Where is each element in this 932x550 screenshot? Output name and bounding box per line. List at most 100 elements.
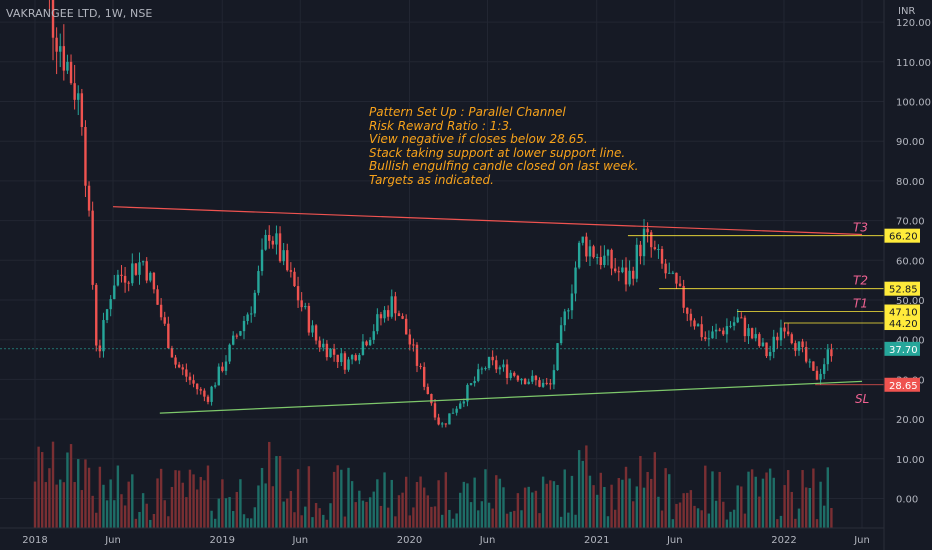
candle-body xyxy=(394,296,397,314)
candle-body xyxy=(336,354,339,363)
volume-bar xyxy=(224,498,228,528)
candle-body xyxy=(192,380,195,384)
candle-body xyxy=(754,334,757,339)
candle-body xyxy=(567,310,570,312)
volume-bar xyxy=(646,471,649,528)
volume-bar xyxy=(116,465,120,528)
candle-body xyxy=(678,283,682,286)
candle-body xyxy=(675,272,678,284)
candle-body xyxy=(556,343,559,371)
candle-body xyxy=(531,375,534,382)
candle-body xyxy=(635,244,639,279)
candle-body xyxy=(116,274,120,286)
volume-bar xyxy=(541,476,545,528)
volume-bar xyxy=(426,495,429,528)
candle-body xyxy=(69,61,73,84)
volume-bar xyxy=(743,513,747,528)
volume-bar xyxy=(120,494,123,528)
price-tick-label: 10.00 xyxy=(896,455,925,466)
candle-body xyxy=(444,423,448,425)
time-tick-label: 2019 xyxy=(210,535,235,546)
volume-bar xyxy=(221,479,224,528)
volume-bar xyxy=(761,478,765,528)
volume-bar xyxy=(484,469,487,528)
candle-body xyxy=(545,382,548,384)
volume-bar xyxy=(138,511,141,528)
candle-body xyxy=(549,383,552,385)
volume-bar xyxy=(159,468,163,528)
candle-body xyxy=(613,268,617,272)
volume-bar xyxy=(689,490,693,528)
price-tick-label: 70.00 xyxy=(896,217,925,228)
volume-bar xyxy=(358,490,361,528)
price-tick-label: 120.00 xyxy=(896,18,931,29)
candle-body xyxy=(599,257,602,266)
volume-bar xyxy=(437,480,440,528)
candle-body xyxy=(473,380,476,384)
candle-body xyxy=(408,334,411,345)
volume-bar xyxy=(206,465,210,528)
volume-bar xyxy=(95,512,98,528)
symbol-title: VAKRANGEE LTD, 1W, NSE xyxy=(6,7,153,20)
volume-bar xyxy=(98,466,102,528)
candle-body xyxy=(224,361,228,371)
candle-body xyxy=(293,271,296,287)
volume-bar xyxy=(635,486,639,528)
target-name-label: T2 xyxy=(853,274,868,288)
volume-bar xyxy=(797,508,801,528)
volume-bar xyxy=(376,479,379,528)
candle-body xyxy=(657,248,660,250)
candle-body xyxy=(289,270,293,272)
volume-bar xyxy=(657,496,660,528)
volume-bar xyxy=(394,516,397,528)
candle-body xyxy=(131,263,134,284)
volume-bar xyxy=(59,479,62,528)
volume-bar xyxy=(379,505,383,528)
candle-body xyxy=(329,348,332,358)
target-price-label: 44.20 xyxy=(889,319,918,330)
candle-body xyxy=(487,356,491,369)
candle-body xyxy=(704,337,707,340)
volume-bar xyxy=(617,478,620,528)
volume-bar xyxy=(671,519,675,528)
volume-bar xyxy=(278,456,282,528)
volume-bar xyxy=(567,512,570,528)
candle-body xyxy=(138,262,141,275)
time-tick-label: Jun xyxy=(853,535,870,546)
candle-body xyxy=(145,261,148,281)
candle-body xyxy=(585,236,588,257)
volume-bar xyxy=(462,481,466,528)
candle-body xyxy=(711,331,714,339)
volume-bar xyxy=(268,441,271,528)
volume-bar xyxy=(55,484,58,528)
volume-bar xyxy=(275,456,278,528)
candle-body xyxy=(815,370,819,380)
volume-bar xyxy=(361,500,365,528)
volume-bar xyxy=(527,486,530,528)
candle-body xyxy=(505,364,509,378)
volume-bar xyxy=(660,510,664,528)
candle-body xyxy=(98,345,102,352)
volume-bar xyxy=(329,503,332,528)
volume-bar xyxy=(383,472,386,528)
volume-bar xyxy=(343,516,347,528)
candle-body xyxy=(552,370,556,385)
volume-bar xyxy=(131,474,134,528)
volume-bar xyxy=(574,514,577,528)
volume-bar xyxy=(595,494,599,528)
candle-body xyxy=(149,272,152,281)
candle-body xyxy=(761,342,765,346)
candle-body xyxy=(152,272,156,290)
volume-bar xyxy=(678,502,682,528)
candle-body xyxy=(722,330,725,335)
candle-body xyxy=(221,366,224,371)
volume-bar xyxy=(170,486,174,528)
candle-body xyxy=(73,83,76,100)
volume-bar xyxy=(66,452,69,528)
time-tick-label: 2021 xyxy=(584,535,609,546)
candle-body xyxy=(271,240,275,245)
volume-bar xyxy=(505,513,509,528)
volume-bar xyxy=(134,518,138,528)
